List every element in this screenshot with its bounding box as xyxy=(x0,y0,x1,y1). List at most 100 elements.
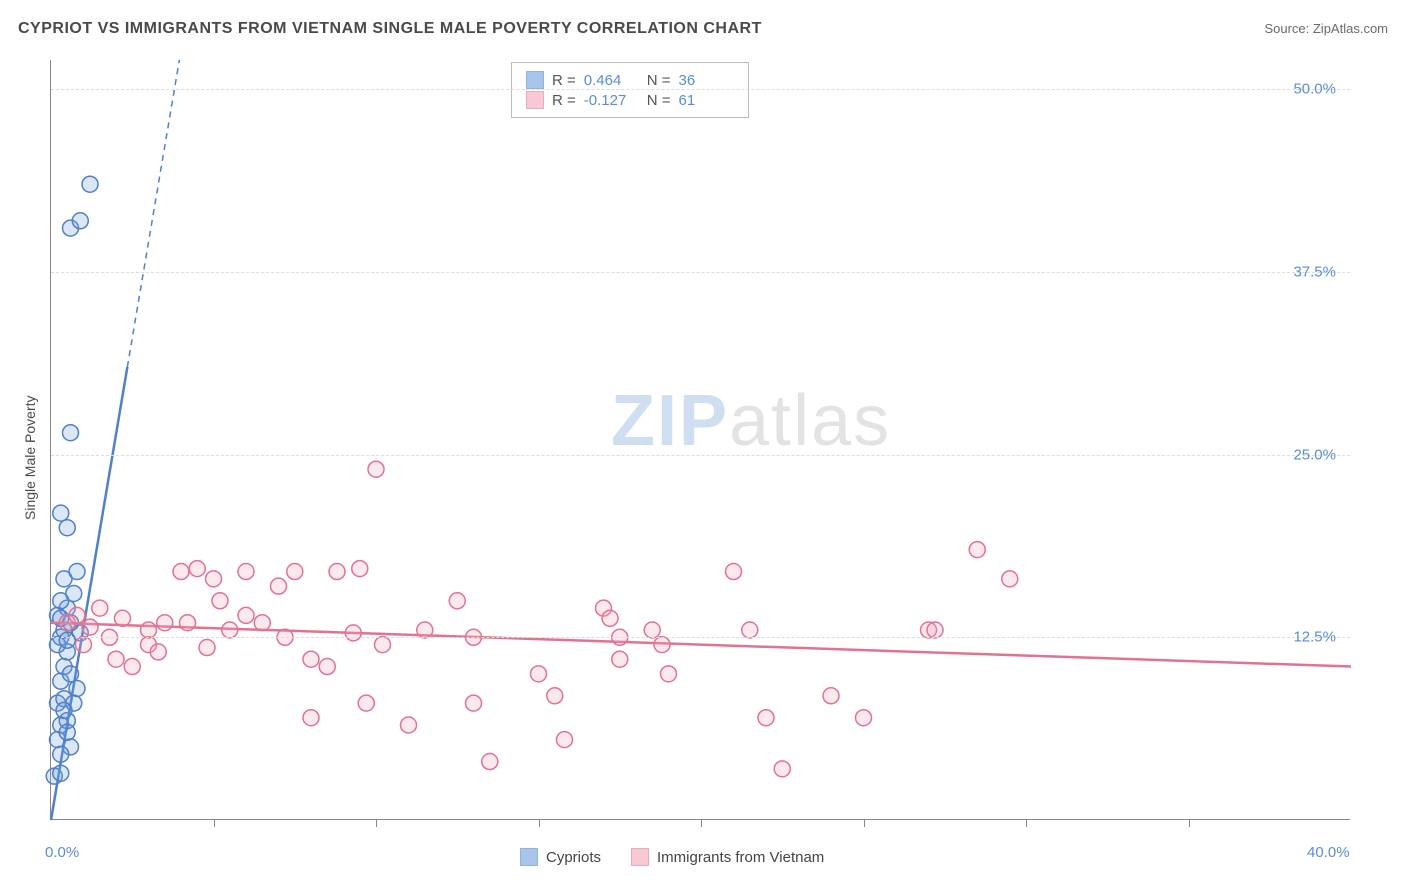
legend-item-cypriots: Cypriots xyxy=(520,848,601,866)
data-point-vietnam xyxy=(927,622,943,638)
data-point-cypriots xyxy=(66,585,82,601)
data-point-vietnam xyxy=(358,695,374,711)
data-point-vietnam xyxy=(654,637,670,653)
data-point-vietnam xyxy=(417,622,433,638)
data-point-vietnam xyxy=(82,619,98,635)
y-tick-label: 12.5% xyxy=(1293,629,1336,646)
data-point-vietnam xyxy=(319,659,335,675)
gridline xyxy=(51,637,1350,638)
data-point-vietnam xyxy=(150,644,166,660)
data-point-vietnam xyxy=(375,637,391,653)
data-point-vietnam xyxy=(557,732,573,748)
y-tick-label: 25.0% xyxy=(1293,446,1336,463)
data-point-vietnam xyxy=(206,571,222,587)
data-point-vietnam xyxy=(531,666,547,682)
trendline-dashed-cypriots xyxy=(127,60,179,367)
data-point-vietnam xyxy=(823,688,839,704)
data-point-vietnam xyxy=(329,564,345,580)
data-point-vietnam xyxy=(969,542,985,558)
data-point-cypriots xyxy=(63,425,79,441)
n-value-vietnam: 61 xyxy=(679,92,734,109)
trendline-vietnam xyxy=(51,623,1351,667)
data-point-cypriots xyxy=(72,213,88,229)
data-point-vietnam xyxy=(547,688,563,704)
data-point-cypriots xyxy=(82,176,98,192)
data-point-vietnam xyxy=(482,754,498,770)
data-point-vietnam xyxy=(141,622,157,638)
data-point-vietnam xyxy=(124,659,140,675)
data-point-vietnam xyxy=(115,610,131,626)
legend-row-vietnam: R = -0.127 N = 61 xyxy=(526,91,734,109)
x-tick xyxy=(1189,819,1190,827)
data-point-vietnam xyxy=(212,593,228,609)
gridline xyxy=(51,89,1350,90)
data-point-cypriots xyxy=(53,746,69,762)
y-tick-label: 37.5% xyxy=(1293,263,1336,280)
x-tick xyxy=(376,819,377,827)
data-point-vietnam xyxy=(303,710,319,726)
data-point-vietnam xyxy=(271,578,287,594)
data-point-vietnam xyxy=(856,710,872,726)
legend-row-cypriots: R = 0.464 N = 36 xyxy=(526,71,734,89)
data-point-vietnam xyxy=(254,615,270,631)
gridline xyxy=(51,272,1350,273)
y-tick-label: 50.0% xyxy=(1293,81,1336,98)
source-label: Source: ZipAtlas.com xyxy=(1264,21,1388,36)
data-point-vietnam xyxy=(774,761,790,777)
r-value-vietnam: -0.127 xyxy=(584,92,639,109)
data-point-vietnam xyxy=(238,564,254,580)
data-point-vietnam xyxy=(303,651,319,667)
data-point-vietnam xyxy=(644,622,660,638)
data-point-vietnam xyxy=(189,561,205,577)
legend-label-vietnam: Immigrants from Vietnam xyxy=(657,849,824,866)
series-legend: Cypriots Immigrants from Vietnam xyxy=(520,848,824,866)
data-point-vietnam xyxy=(466,695,482,711)
data-point-cypriots xyxy=(53,765,69,781)
gridline xyxy=(51,455,1350,456)
x-tick xyxy=(539,819,540,827)
data-point-vietnam xyxy=(157,615,173,631)
data-point-cypriots xyxy=(59,520,75,536)
data-point-vietnam xyxy=(180,615,196,631)
swatch-vietnam xyxy=(526,91,544,109)
data-point-vietnam xyxy=(76,637,92,653)
data-point-vietnam xyxy=(173,564,189,580)
data-point-vietnam xyxy=(758,710,774,726)
data-point-vietnam xyxy=(742,622,758,638)
x-tick xyxy=(864,819,865,827)
data-point-vietnam xyxy=(69,607,85,623)
data-point-cypriots xyxy=(59,632,75,648)
data-point-vietnam xyxy=(199,640,215,656)
data-point-vietnam xyxy=(345,625,361,641)
x-tick-label: 0.0% xyxy=(45,844,79,861)
data-point-cypriots xyxy=(56,702,72,718)
x-tick xyxy=(701,819,702,827)
data-point-vietnam xyxy=(661,666,677,682)
y-axis-label: Single Male Poverty xyxy=(22,395,38,520)
swatch-cypriots xyxy=(526,71,544,89)
data-point-cypriots xyxy=(69,564,85,580)
data-point-cypriots xyxy=(53,505,69,521)
legend-item-vietnam: Immigrants from Vietnam xyxy=(631,848,824,866)
data-point-vietnam xyxy=(602,610,618,626)
data-point-vietnam xyxy=(222,622,238,638)
swatch-cypriots xyxy=(520,848,538,866)
legend-label-cypriots: Cypriots xyxy=(546,849,601,866)
chart-title: CYPRIOT VS IMMIGRANTS FROM VIETNAM SINGL… xyxy=(18,20,762,38)
n-label: N = xyxy=(647,92,671,109)
n-label: N = xyxy=(647,72,671,89)
plot-area: ZIPatlas R = 0.464 N = 36 R = -0.127 N =… xyxy=(50,60,1350,820)
data-point-vietnam xyxy=(238,607,254,623)
data-point-vietnam xyxy=(352,561,368,577)
data-point-vietnam xyxy=(726,564,742,580)
x-tick xyxy=(214,819,215,827)
data-point-cypriots xyxy=(59,724,75,740)
r-label: R = xyxy=(552,92,576,109)
data-point-vietnam xyxy=(287,564,303,580)
title-bar: CYPRIOT VS IMMIGRANTS FROM VIETNAM SINGL… xyxy=(18,20,1388,38)
x-tick xyxy=(1026,819,1027,827)
x-tick-label: 40.0% xyxy=(1307,844,1350,861)
data-point-vietnam xyxy=(449,593,465,609)
n-value-cypriots: 36 xyxy=(679,72,734,89)
data-point-cypriots xyxy=(69,680,85,696)
